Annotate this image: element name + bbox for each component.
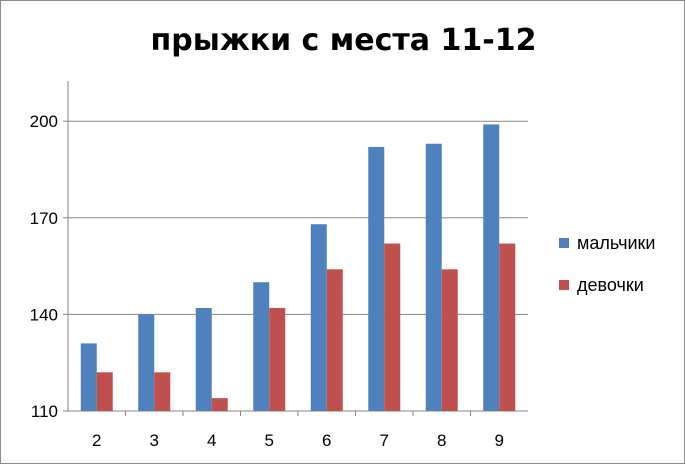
bar-boys-8 — [425, 143, 442, 412]
x-tick-label: 7 — [380, 431, 389, 450]
x-tick-label: 4 — [207, 431, 216, 450]
bar-boys-9 — [483, 124, 500, 412]
bar-girls-8 — [441, 269, 458, 411]
x-tick-label: 5 — [265, 431, 274, 450]
legend-swatch-boys — [559, 238, 569, 248]
bar-girls-7 — [384, 243, 401, 411]
bar-girls-4 — [211, 398, 228, 411]
legend: мальчики девочки — [559, 233, 655, 317]
bar-girls-2 — [96, 372, 113, 411]
bar-boys-7 — [368, 146, 385, 411]
bar-boys-4 — [195, 307, 212, 411]
bar-boys-5 — [253, 282, 270, 411]
bar-boys-6 — [310, 224, 327, 411]
bar-girls-6 — [326, 269, 343, 411]
chart-title: прыжки с места 11-12 — [150, 23, 537, 58]
x-tick-label: 3 — [150, 431, 159, 450]
bar-girls-3 — [154, 372, 171, 411]
bar-girls-9 — [499, 243, 516, 411]
y-tick-label: 140 — [30, 305, 58, 324]
x-tick-label: 9 — [495, 431, 504, 450]
legend-item-girls: девочки — [559, 275, 655, 295]
legend-label-boys: мальчики — [577, 232, 656, 253]
bar-boys-3 — [138, 314, 155, 411]
x-tick-label: 6 — [322, 431, 331, 450]
x-tick-label: 8 — [437, 431, 446, 450]
legend-swatch-girls — [559, 280, 569, 290]
x-tick-label: 2 — [92, 431, 101, 450]
legend-item-boys: мальчики — [559, 233, 655, 253]
y-tick-label: 200 — [30, 112, 58, 131]
legend-label-girls: девочки — [577, 274, 644, 295]
bar-boys-2 — [80, 343, 97, 411]
y-tick-label: 170 — [30, 209, 58, 228]
y-tick-label: 110 — [31, 402, 58, 421]
bar-girls-5 — [269, 307, 286, 411]
